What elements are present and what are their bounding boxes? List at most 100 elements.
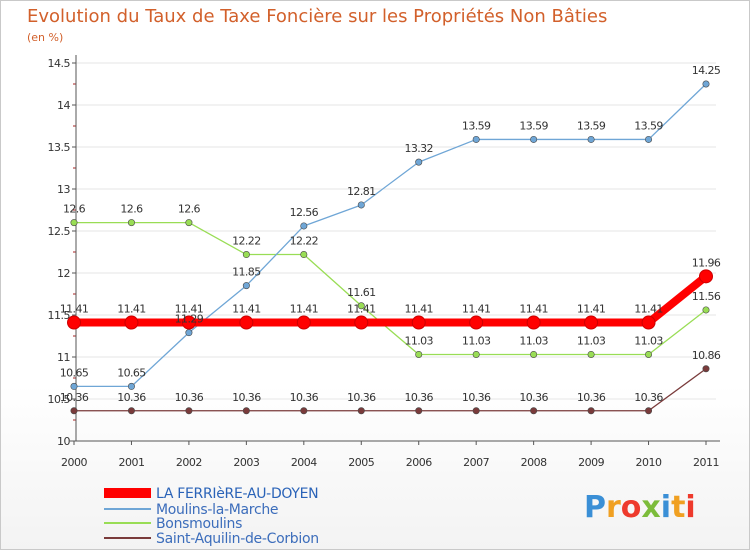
data-point	[702, 365, 710, 373]
data-point	[127, 382, 135, 390]
data-label: 12.6	[63, 203, 86, 216]
data-point	[645, 350, 653, 358]
data-label: 11.41	[232, 303, 261, 316]
data-point	[645, 135, 653, 143]
data-label: 11.41	[519, 303, 548, 316]
data-point	[185, 407, 193, 415]
data-label: 10.36	[519, 391, 548, 404]
data-label: 10.36	[404, 391, 433, 404]
data-point	[127, 407, 135, 415]
data-point	[587, 350, 595, 358]
y-tick-label: 12	[57, 267, 70, 280]
data-label: 11.41	[462, 303, 491, 316]
data-label: 10.36	[175, 391, 204, 404]
x-tick-label: 2006	[406, 456, 432, 469]
data-point	[472, 135, 480, 143]
data-labels: 11.41 11.41 11.41 11.41 11.41 11.41 11.41 11.41…	[60, 64, 722, 404]
data-label: 13.32	[404, 142, 433, 155]
data-label: 11.41	[60, 303, 89, 316]
data-point	[70, 407, 78, 415]
data-point	[530, 407, 538, 415]
data-point	[415, 350, 423, 358]
y-tick-label: 14	[57, 99, 70, 112]
x-tick-label: 2007	[463, 456, 489, 469]
series-1	[67, 269, 713, 330]
logo-letter: P	[584, 490, 606, 525]
x-tick-label: 2009	[578, 456, 604, 469]
data-label: 10.36	[290, 391, 319, 404]
data-point	[124, 315, 139, 330]
data-point	[472, 350, 480, 358]
chart-subtitle: (en %)	[27, 31, 63, 44]
axes	[70, 55, 720, 445]
series-line	[74, 273, 709, 327]
x-tick-label: 2002	[176, 456, 202, 469]
data-label: 12.22	[290, 235, 319, 248]
x-tick-label: 2005	[348, 456, 374, 469]
data-point	[357, 407, 365, 415]
data-point	[296, 315, 311, 330]
data-point	[641, 315, 656, 330]
data-label: 11.03	[634, 334, 663, 347]
data-label: 11.41	[404, 303, 433, 316]
data-label: 10.36	[462, 391, 491, 404]
data-label: 10.36	[60, 391, 89, 404]
x-tick-label: 2001	[118, 456, 144, 469]
data-point	[587, 135, 595, 143]
logo-letter: t	[671, 490, 685, 525]
series-line	[74, 221, 707, 356]
data-label: 11.85	[232, 266, 261, 279]
proxiti-logo: Proxiti	[584, 490, 696, 525]
data-label: 11.41	[634, 303, 663, 316]
data-point	[415, 407, 423, 415]
grid	[76, 62, 716, 442]
data-point	[584, 315, 599, 330]
data-point	[242, 251, 250, 259]
data-point	[67, 315, 81, 330]
data-point	[702, 306, 710, 314]
legend-label: Saint-Aquilin-de-Corbion	[156, 531, 319, 547]
data-label: 11.03	[519, 334, 548, 347]
data-point	[300, 407, 308, 415]
data-label: 11.03	[404, 334, 433, 347]
data-point	[702, 80, 710, 88]
data-point	[185, 219, 193, 227]
data-point	[300, 222, 308, 230]
data-point	[526, 315, 541, 330]
data-label: 12.6	[120, 203, 143, 216]
logo-letter: o	[621, 490, 642, 525]
data-label: 10.86	[692, 349, 721, 362]
series-group	[67, 80, 713, 415]
data-point	[181, 315, 196, 330]
data-point	[645, 407, 653, 415]
data-point	[469, 315, 484, 330]
y-tick-label: 14.5	[48, 57, 71, 70]
data-label: 13.59	[577, 119, 606, 132]
y-tick-label: 10	[57, 435, 70, 448]
data-label: 10.36	[347, 391, 376, 404]
data-label: 12.81	[347, 185, 376, 198]
y-tick-label: 11.5	[48, 309, 71, 322]
y-tick-label: 11	[57, 351, 70, 364]
data-point	[530, 350, 538, 358]
x-tick-label: 2011	[693, 456, 719, 469]
data-point	[357, 201, 365, 209]
legend: LA FERRIèRE-AU-DOYENMoulins-la-MarcheBon…	[104, 486, 319, 547]
data-point	[354, 315, 369, 330]
data-label: 12.22	[232, 235, 261, 248]
data-label: 10.36	[577, 391, 606, 404]
data-label: 11.03	[577, 334, 606, 347]
data-label: 10.36	[232, 391, 261, 404]
series-line	[74, 368, 707, 412]
data-label: 11.41	[347, 303, 376, 316]
data-label: 10.36	[117, 391, 146, 404]
chart-title: Evolution du Taux de Taxe Foncière sur l…	[27, 6, 607, 27]
series-line	[74, 83, 707, 388]
data-label: 11.41	[290, 303, 319, 316]
y-axis-ticks: 10 10.5 11 11.5 12 12.5 13 13.5 14 14.5	[48, 57, 71, 448]
data-point	[411, 315, 426, 330]
logo-letter: x	[641, 490, 660, 525]
y-tick-label: 12.5	[48, 225, 71, 238]
data-point	[300, 251, 308, 259]
data-label: 12.6	[178, 203, 201, 216]
